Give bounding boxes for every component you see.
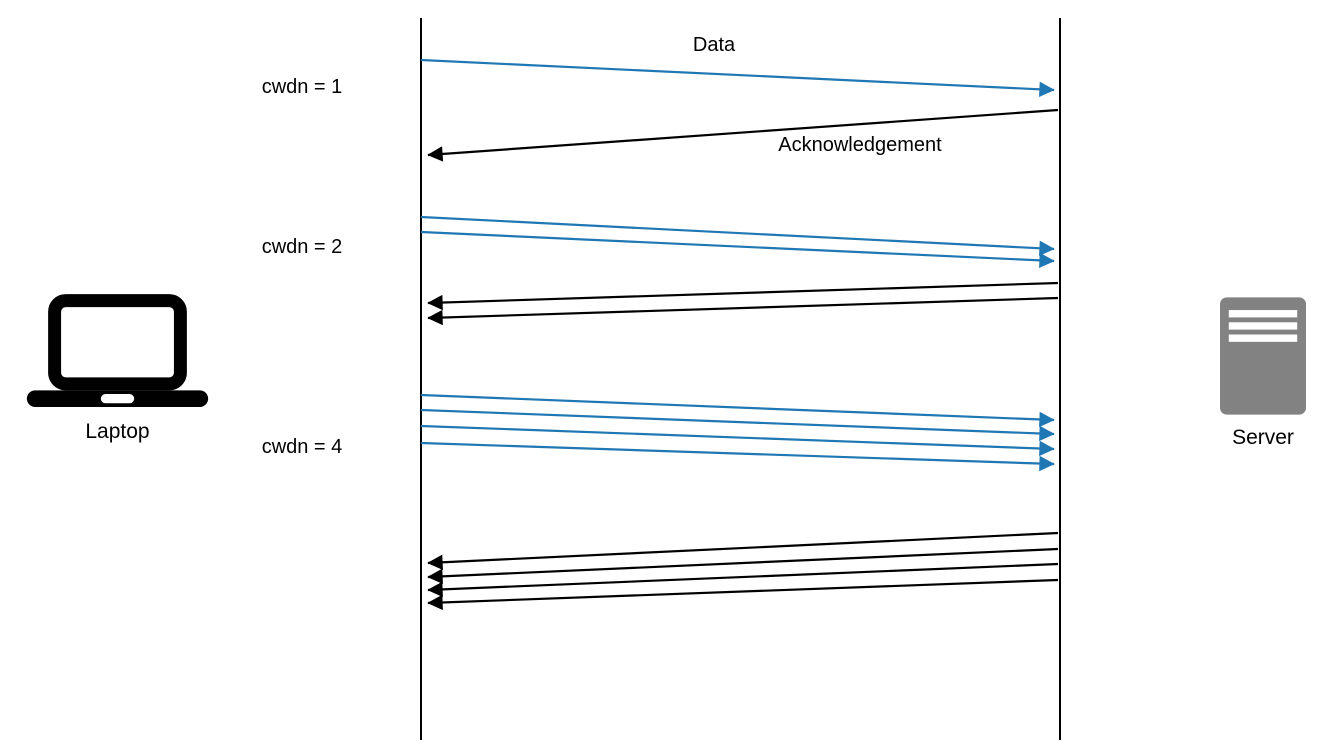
laptop-icon xyxy=(25,294,210,414)
cwdn-1-label: cwdn = 1 xyxy=(261,76,343,98)
acknowledgement-label: Acknowledgement xyxy=(778,134,942,156)
laptop-node: Laptop xyxy=(25,294,210,444)
cwdn-2-label: cwdn = 2 xyxy=(261,236,343,258)
laptop-label: Laptop xyxy=(85,420,150,443)
server-label: Server xyxy=(1232,426,1294,449)
server-node: Server xyxy=(1218,297,1308,450)
data-label: Data xyxy=(692,34,736,56)
cwdn-4-label: cwdn = 4 xyxy=(261,436,343,458)
server-icon xyxy=(1220,297,1306,420)
